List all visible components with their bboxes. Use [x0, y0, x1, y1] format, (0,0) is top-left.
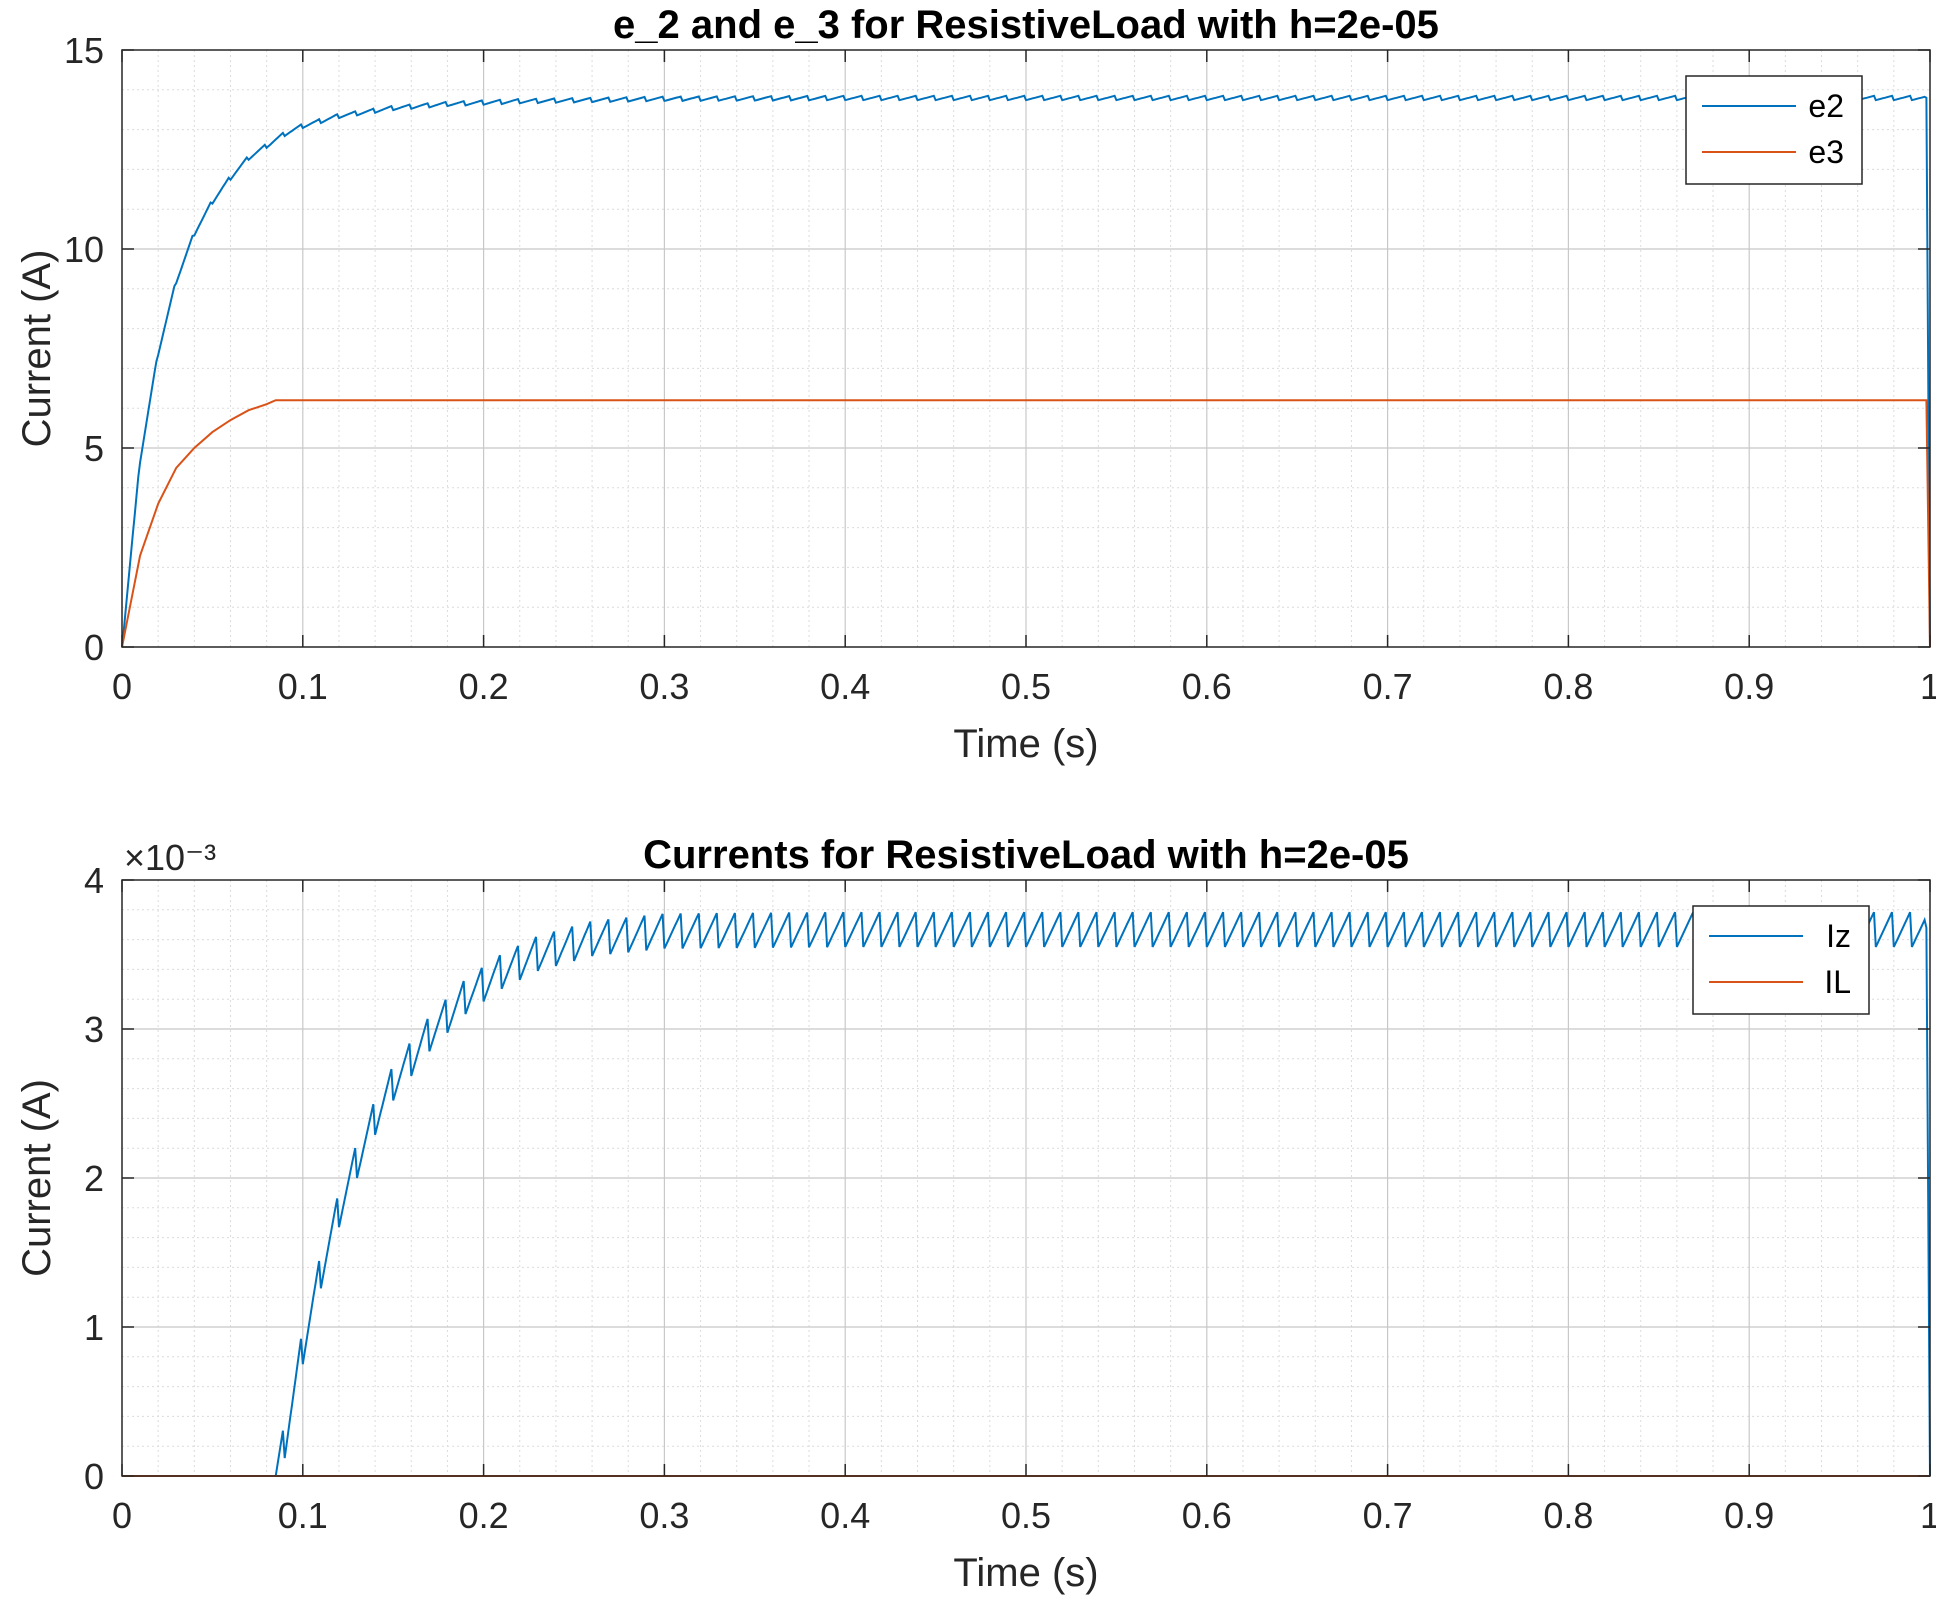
x-tick-label: 0.9 — [1724, 666, 1774, 707]
minor-grid — [122, 50, 1930, 647]
x-tick-label: 0 — [112, 666, 132, 707]
x-tick-label: 0.7 — [1363, 666, 1413, 707]
x-tick-label: 0.4 — [820, 1495, 870, 1536]
x-tick-label: 0.5 — [1001, 666, 1051, 707]
y-axis-label: Current (A) — [15, 250, 59, 448]
legend-label-Iz: Iz — [1826, 918, 1851, 954]
series-e2 — [121, 94, 1931, 648]
legend-label-e2: e2 — [1808, 88, 1844, 124]
series-Iz — [122, 911, 1931, 1477]
y-tick-label: 2 — [84, 1158, 104, 1199]
y-tick-label: 5 — [84, 428, 104, 469]
x-tick-label: 0.9 — [1724, 1495, 1774, 1536]
legend-label-e3: e3 — [1808, 134, 1844, 170]
x-tick-label: 0.8 — [1543, 666, 1593, 707]
series-e3 — [121, 399, 1931, 648]
chart-title: e_2 and e_3 for ResistiveLoad with h=2e-… — [613, 3, 1439, 47]
legend: Iz IL — [1692, 905, 1870, 1015]
x-axis-label: Time (s) — [953, 1551, 1098, 1595]
x-tick-label: 0.3 — [639, 666, 689, 707]
y-tick-label: 4 — [84, 860, 104, 901]
major-grid — [122, 50, 1930, 647]
x-tick-label: 1 — [1920, 1495, 1936, 1536]
y-tick-label: 10 — [64, 229, 104, 270]
y-tick-label: 0 — [84, 627, 104, 668]
x-tick-label: 0.3 — [639, 1495, 689, 1536]
minor-grid — [122, 880, 1930, 1476]
x-tick-label: 0.8 — [1543, 1495, 1593, 1536]
y-axis-label: Current (A) — [15, 1079, 59, 1277]
x-tick-label: 0 — [112, 1495, 132, 1536]
chart-title: Currents for ResistiveLoad with h=2e-05 — [643, 833, 1409, 877]
x-tick-label: 0.4 — [820, 666, 870, 707]
y-tick-label: 1 — [84, 1307, 104, 1348]
y-tick-label: 3 — [84, 1009, 104, 1050]
x-tick-label: 0.6 — [1182, 666, 1232, 707]
x-tick-label: 0.1 — [278, 666, 328, 707]
subplot-2: 0 0.1 0.2 0.3 0.4 0.5 0.6 0.7 0.8 0.9 1 0 1 2 3 4 ×10⁻³ C… — [15, 833, 1936, 1595]
x-tick-label: 0.2 — [459, 1495, 509, 1536]
major-grid — [122, 880, 1930, 1476]
y-tick-label: 15 — [64, 30, 104, 71]
legend-box — [1692, 905, 1870, 1015]
y-exponent-label: ×10⁻³ — [124, 837, 216, 878]
legend-label-IL: IL — [1824, 964, 1851, 1000]
x-tick-label: 0.2 — [459, 666, 509, 707]
x-tick-label: 1 — [1920, 666, 1936, 707]
legend-box — [1685, 75, 1863, 185]
x-tick-label: 0.6 — [1182, 1495, 1232, 1536]
y-tick-label: 0 — [84, 1456, 104, 1497]
x-tick-label: 0.5 — [1001, 1495, 1051, 1536]
x-tick-label: 0.7 — [1363, 1495, 1413, 1536]
x-axis-label: Time (s) — [953, 722, 1098, 766]
x-tick-label: 0.1 — [278, 1495, 328, 1536]
